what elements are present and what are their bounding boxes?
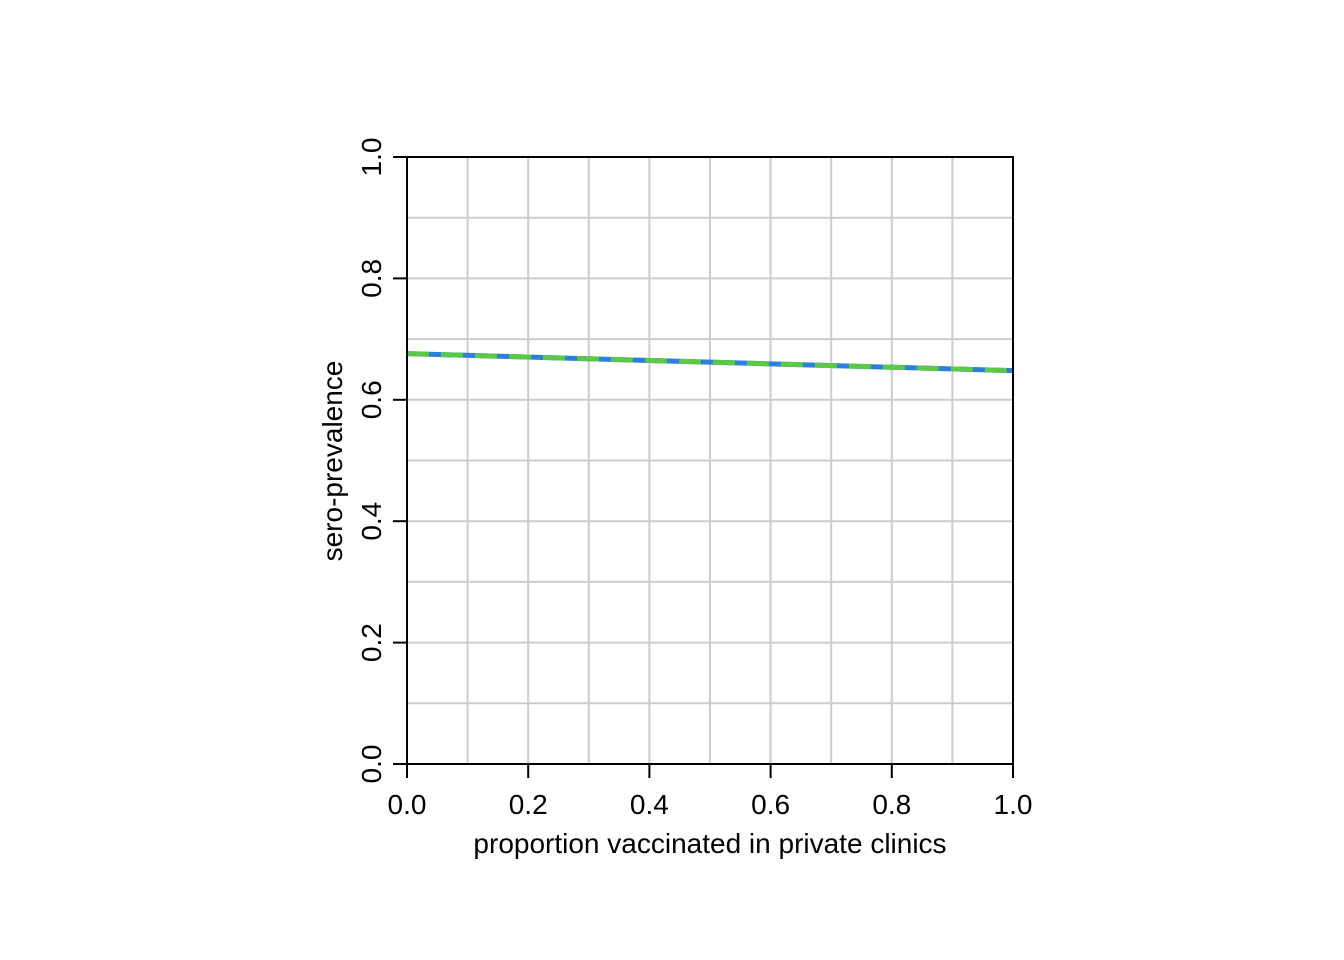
x-tick-label: 0.6 [751,789,790,820]
x-tick-label: 0.2 [509,789,548,820]
x-tick-label: 1.0 [994,789,1033,820]
y-tick-label: 0.4 [356,502,387,541]
y-tick-label: 0.8 [356,259,387,298]
y-tick-label: 0.6 [356,380,387,419]
series-layer [406,351,1014,374]
y-tick-label: 1.0 [356,138,387,177]
y-axis-title: sero-prevalence [317,361,348,562]
x-tick-label: 0.0 [388,789,427,820]
plot-frame [406,156,1014,765]
grid [407,157,1013,764]
y-tick-label: 0.2 [356,623,387,662]
y-axis: 0.0 0.2 0.4 0.6 0.8 1.0 [356,138,407,784]
y-tick-label: 0.0 [356,745,387,784]
x-tick-label: 0.4 [630,789,669,820]
x-tick-label: 0.8 [872,789,911,820]
series-line-1 [406,351,1014,374]
x-axis-title: proportion vaccinated in private clinics [473,828,946,859]
x-axis: 0.0 0.2 0.4 0.6 0.8 1.0 [388,764,1033,820]
